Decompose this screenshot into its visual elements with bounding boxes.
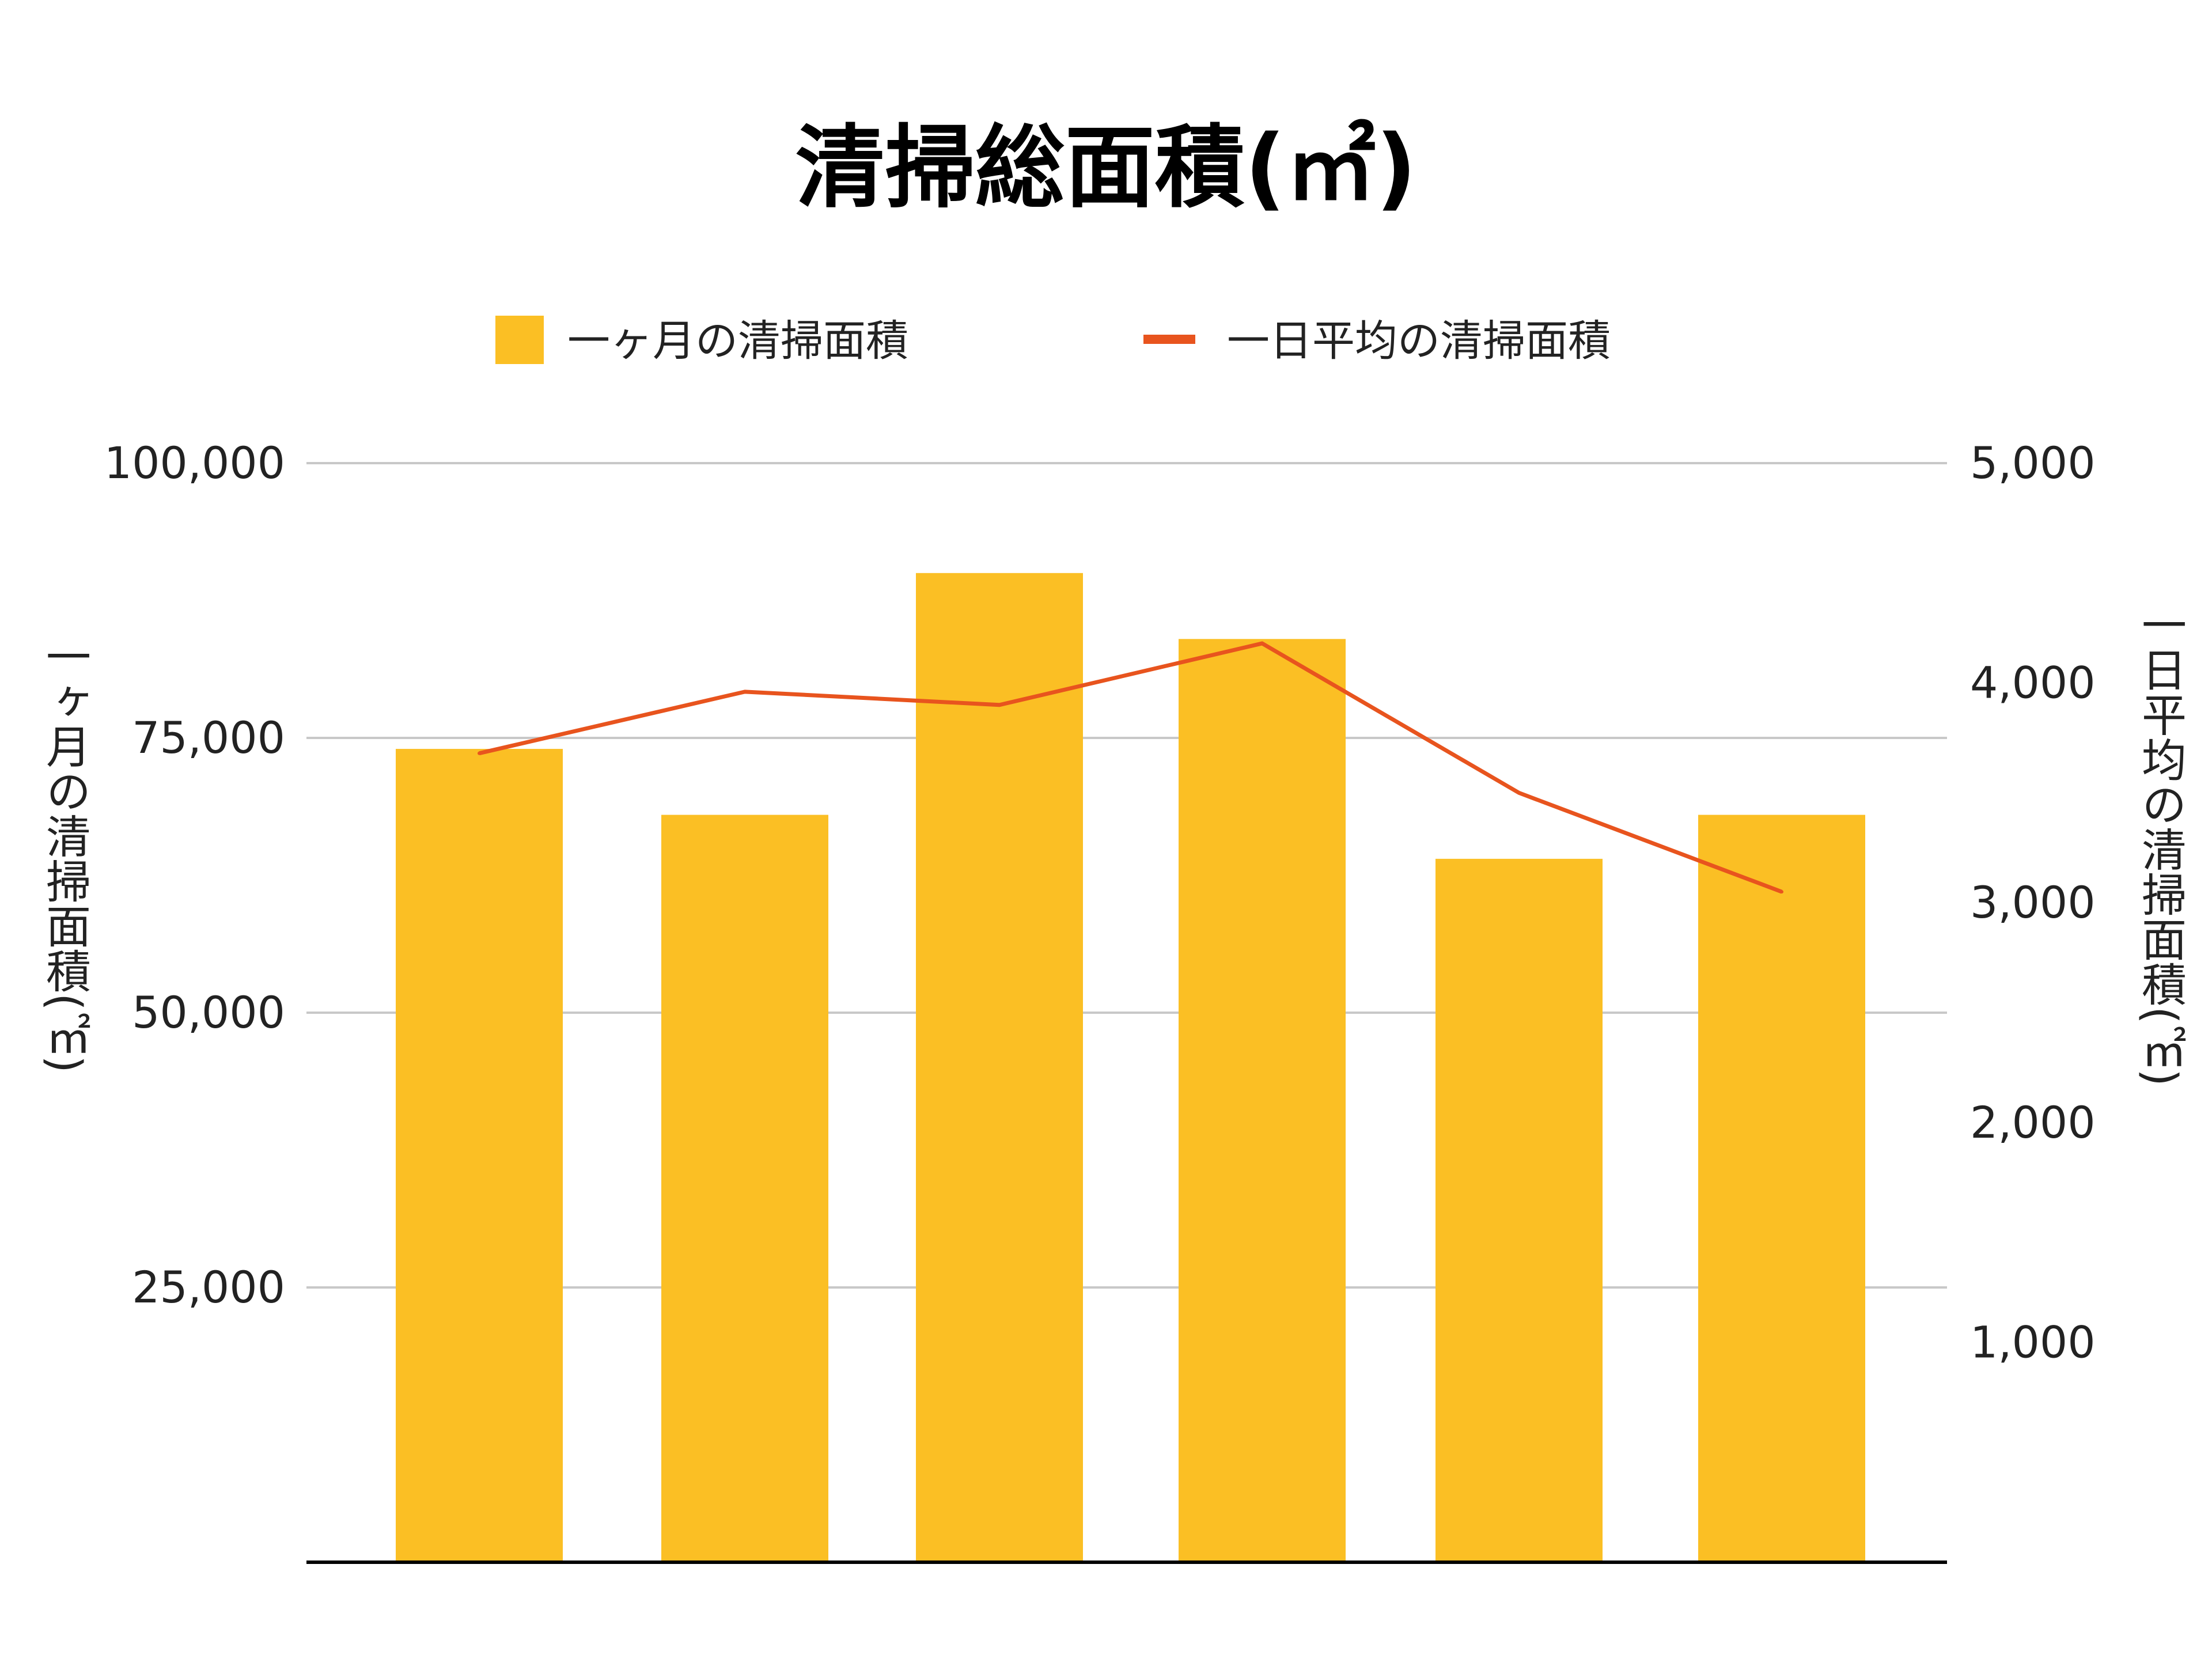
bars bbox=[396, 573, 1865, 1562]
legend-swatch-line bbox=[1143, 335, 1195, 344]
line-point-6 bbox=[1780, 890, 1783, 894]
gridlines bbox=[306, 462, 1947, 1289]
bar-2 bbox=[661, 815, 828, 1562]
legend-label-line: 一日平均の清掃面積 bbox=[1227, 316, 1611, 366]
line-point-1 bbox=[478, 751, 481, 755]
line-point-2 bbox=[743, 690, 747, 694]
bar-3 bbox=[916, 573, 1083, 1562]
bar-1 bbox=[396, 749, 563, 1562]
legend-swatch-bar bbox=[495, 316, 544, 364]
line-point-5 bbox=[1517, 791, 1521, 795]
right-tick-label: 2,000 bbox=[1970, 1097, 2096, 1148]
left-tick-label: 75,000 bbox=[132, 712, 285, 763]
bar-5 bbox=[1435, 858, 1603, 1562]
left-axis-ticks: 25,000 50,000 75,000 100,000 bbox=[104, 437, 285, 1313]
line-series bbox=[478, 641, 1783, 894]
right-tick-label: 1,000 bbox=[1970, 1316, 2096, 1368]
right-tick-label: 4,000 bbox=[1970, 657, 2096, 709]
right-axis-title: 一日平均の清掃面積(㎡) bbox=[2134, 602, 2186, 1086]
bar-4 bbox=[1179, 639, 1346, 1562]
right-tick-label: 5,000 bbox=[1970, 437, 2096, 488]
line-point-3 bbox=[998, 703, 1001, 707]
chart-title: 清掃総面積(㎡) bbox=[796, 115, 1417, 220]
left-tick-label: 25,000 bbox=[132, 1262, 285, 1313]
legend-label-bar: 一ヶ月の清掃面積 bbox=[567, 316, 908, 366]
left-tick-label: 50,000 bbox=[132, 987, 285, 1038]
right-tick-label: 3,000 bbox=[1970, 877, 2096, 928]
left-tick-label: 100,000 bbox=[104, 437, 285, 488]
line-path bbox=[479, 641, 1783, 894]
bar-6 bbox=[1698, 815, 1865, 1562]
right-axis-ticks: 1,000 2,000 3,000 4,000 5,000 bbox=[1970, 437, 2096, 1368]
left-axis-title: 一ヶ月の清掃面積(㎡) bbox=[39, 634, 90, 1073]
line-point-4 bbox=[1260, 641, 1264, 645]
legend: 一ヶ月の清掃面積 一日平均の清掃面積 bbox=[495, 316, 1611, 366]
